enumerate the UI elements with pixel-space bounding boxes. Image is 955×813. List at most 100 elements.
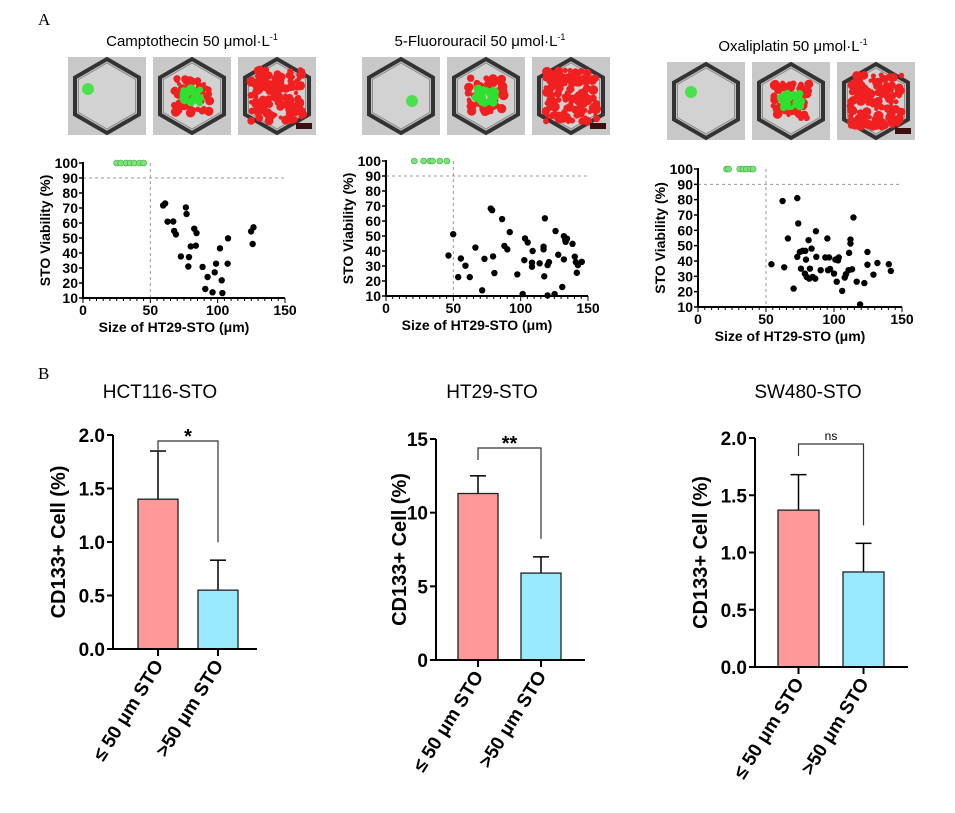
scatter-point-large — [781, 264, 788, 271]
red-dead-cells — [267, 111, 276, 120]
y-tick-label: 50 — [365, 228, 381, 244]
red-dead-cells — [580, 75, 591, 86]
red-dead-cells — [563, 104, 570, 112]
green-spheroid — [685, 86, 697, 98]
scatter-point-large — [805, 236, 812, 244]
scatter-point-large — [779, 197, 786, 205]
scatter-point-large — [193, 229, 200, 237]
red-dead-cells — [879, 74, 885, 81]
red-dead-cells — [246, 76, 257, 87]
scatter-point-large — [802, 256, 810, 263]
red-dead-cells — [893, 99, 899, 105]
y-tick-label: 0.5 — [721, 601, 748, 622]
scale-bar — [296, 123, 312, 129]
bar-chart-title-sw480: SW480-STO — [754, 382, 862, 403]
scatter-point-large — [817, 267, 824, 274]
scatter-point-large — [870, 271, 877, 278]
scatter-point-large — [545, 258, 553, 266]
red-dead-cells — [772, 109, 783, 119]
y-tick-label: 1.5 — [721, 486, 748, 507]
significance-bracket — [797, 443, 865, 526]
scatter-point-large — [488, 207, 496, 214]
x-tick-label: 50 — [143, 302, 159, 318]
red-dead-cells — [898, 72, 905, 79]
red-dead-cells — [890, 94, 896, 100]
red-dead-cells — [480, 107, 489, 116]
red-dead-cells — [543, 110, 550, 117]
scatter-point-large — [491, 269, 498, 277]
red-dead-cells — [555, 86, 563, 94]
micrograph-row-2 — [362, 56, 610, 136]
microwell-outline — [158, 56, 226, 136]
micrograph-title-camptothecin: Camptothecin 50 μmol·L-1 — [106, 32, 278, 50]
red-dead-cells — [868, 98, 878, 107]
title-text: 5-Fluorouracil 50 μmol·L — [394, 33, 558, 50]
red-dead-cells — [265, 87, 274, 95]
red-dead-cells — [583, 116, 593, 126]
microwell-interior — [371, 62, 431, 130]
scatter-point-large — [457, 255, 465, 262]
panel-label-a: A — [38, 10, 51, 29]
red-dead-cells — [254, 73, 260, 79]
scatter-point-large — [552, 227, 559, 235]
scale-bar — [895, 128, 911, 134]
scatter-point-large — [521, 256, 528, 264]
scatter-point-large — [216, 245, 224, 252]
red-dead-cells — [578, 117, 586, 125]
micrograph-row-1 — [68, 56, 316, 136]
green-live-cells — [493, 93, 498, 98]
red-dead-cells — [467, 106, 477, 116]
y-tick-label: 10 — [407, 504, 428, 525]
significance-label: * — [184, 426, 192, 448]
red-dead-cells — [273, 71, 279, 76]
red-dead-cells — [205, 96, 215, 106]
red-dead-cells — [565, 119, 571, 124]
y-tick-label: 10 — [365, 288, 381, 304]
bar-chart-title-hct116: HCT116-STO — [102, 382, 218, 403]
x-tick-label: ≤ 50 μm STO — [730, 675, 809, 783]
y-tick-label: 80 — [62, 185, 78, 201]
scatter-point-large — [824, 235, 831, 242]
scatter-point-large — [528, 263, 536, 270]
red-dead-cells — [488, 74, 498, 84]
red-dead-cells — [174, 77, 180, 84]
scatter-point-large — [219, 289, 226, 297]
green-spheroid — [406, 95, 418, 107]
y-tick-label: 30 — [62, 260, 78, 276]
red-dead-cells — [870, 73, 877, 79]
x-tick-label: 50 — [758, 311, 774, 327]
y-tick-label: 90 — [365, 168, 381, 184]
scatter-point-large — [795, 220, 802, 227]
scatter-point-large — [454, 273, 462, 281]
y-axis-label: STO Viability (%) — [340, 173, 356, 285]
red-dead-cells — [897, 89, 904, 96]
red-dead-cells — [286, 107, 295, 116]
microwell-interior — [77, 62, 137, 130]
scatter-point-small — [725, 165, 732, 173]
y-tick-label: 20 — [365, 273, 381, 289]
red-dead-cells — [567, 67, 573, 73]
x-tick-label: 100 — [509, 300, 533, 316]
microwell-outline — [842, 61, 910, 141]
scatter-point-large — [212, 260, 220, 267]
red-dead-cells — [874, 106, 879, 112]
red-dead-cells — [542, 74, 551, 82]
red-dead-cells — [562, 67, 568, 73]
red-dead-cells — [204, 106, 214, 116]
red-dead-cells — [897, 110, 904, 117]
red-dead-cells — [569, 97, 575, 103]
scatter-point-large — [514, 271, 521, 278]
y-tick-label: 90 — [677, 176, 693, 192]
red-dead-cells — [790, 80, 797, 87]
green-live-cells — [187, 87, 196, 96]
red-dead-cells — [857, 73, 862, 78]
micrograph-title-oxaliplatin: Oxaliplatin 50 μmol·L-1 — [718, 37, 867, 55]
scatter-point-large — [224, 235, 232, 242]
title-sup: -1 — [557, 32, 566, 42]
red-dead-cells — [862, 73, 868, 79]
scatter-point-large — [199, 263, 206, 271]
y-tick-label: 10 — [677, 299, 693, 315]
scatter-point-large — [874, 259, 881, 267]
